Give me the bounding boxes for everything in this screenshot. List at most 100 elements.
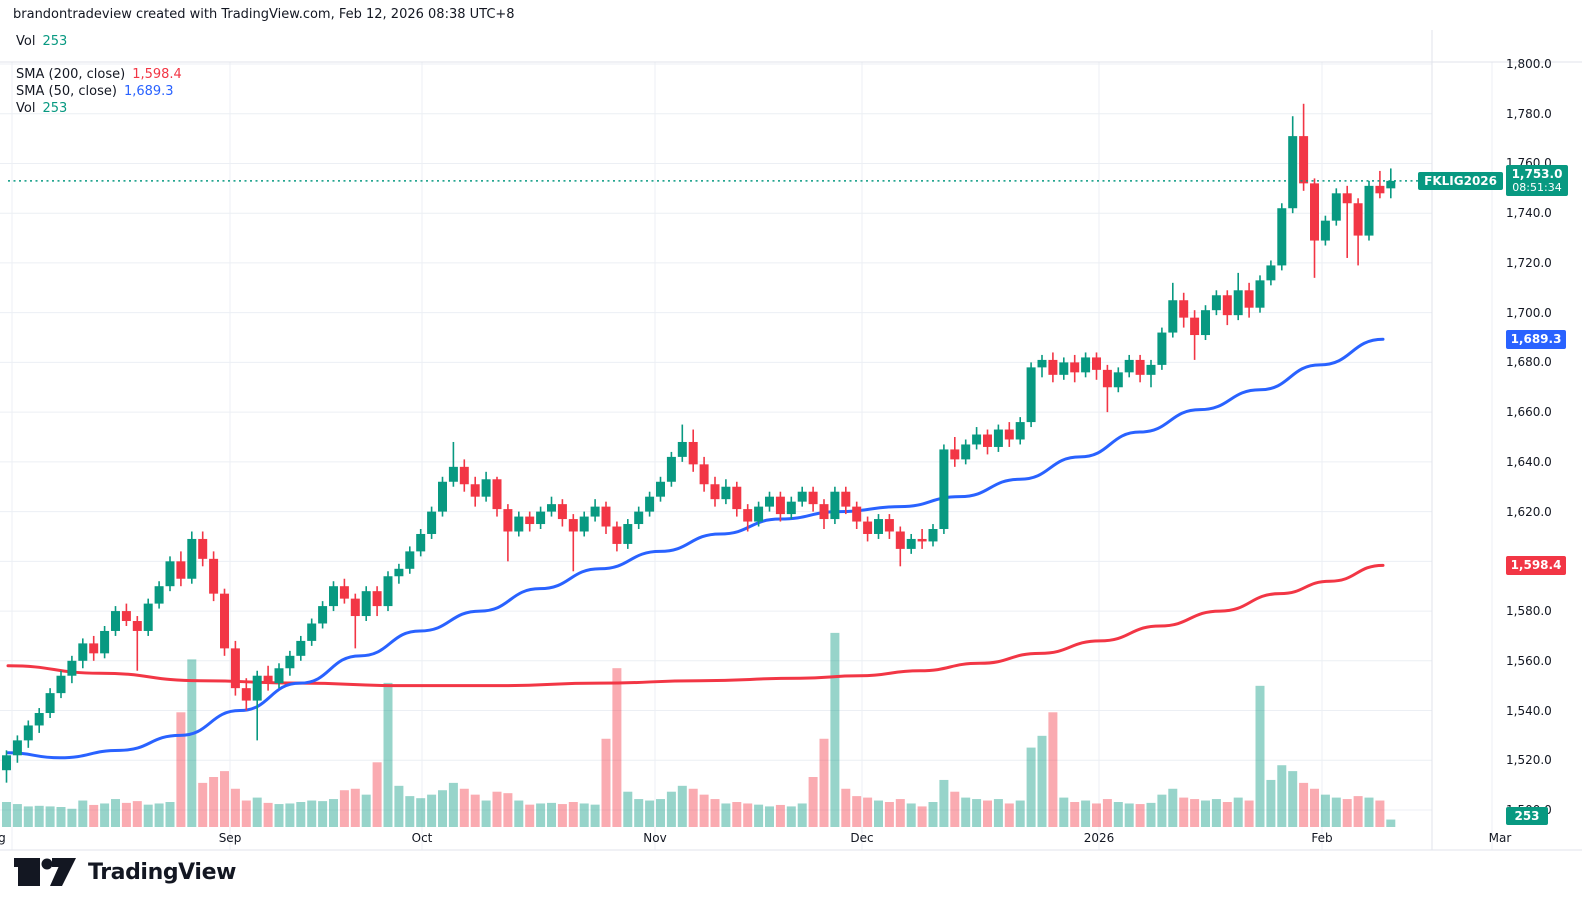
candle-body <box>132 621 142 631</box>
candle-body <box>1048 359 1058 375</box>
tradingview-logo-text: TradingView <box>88 860 237 885</box>
time-axis-label-feb: Feb <box>1311 831 1333 845</box>
candle-body <box>983 434 992 447</box>
candle-body <box>438 481 447 512</box>
legend-row-sma[interactable]: SMA (50, close) 1,689.3 <box>16 83 182 100</box>
volume-bar <box>1201 800 1210 827</box>
candle-body <box>557 504 567 520</box>
candle-body <box>23 725 33 741</box>
candle-body <box>514 516 524 532</box>
legend-value: 253 <box>42 101 68 116</box>
volume-bar <box>688 788 698 827</box>
volume-bar <box>12 804 22 827</box>
candle-body <box>165 561 175 587</box>
volume-bar <box>786 806 796 827</box>
volume-bar <box>1266 779 1276 827</box>
candle-body <box>67 660 77 676</box>
candle-body <box>612 526 622 544</box>
candle-body <box>852 506 862 522</box>
price-axis-label: 1,680.0 <box>1506 355 1552 370</box>
volume-bar <box>623 791 633 827</box>
candle-body <box>459 466 469 485</box>
volume-bar <box>209 777 219 827</box>
candle-body <box>285 655 295 669</box>
volume-bar <box>230 788 240 827</box>
candle-body <box>296 640 306 656</box>
volume-bar <box>1375 800 1385 827</box>
volume-bar <box>677 785 687 827</box>
candle-body <box>634 511 644 525</box>
tradingview-logo[interactable]: TradingView <box>14 858 236 887</box>
volume-bar <box>710 799 720 827</box>
sma50-price-badge: 1,689.3 <box>1506 329 1566 349</box>
volume-bar <box>274 804 284 827</box>
volume-bar <box>165 802 175 827</box>
legend-label: Vol <box>16 101 36 116</box>
candle-body <box>252 675 262 701</box>
candle-body <box>830 491 840 520</box>
candle-body <box>568 519 578 532</box>
candle-body <box>743 509 753 522</box>
candle-body <box>1026 367 1036 423</box>
volume-bar <box>863 797 873 827</box>
volume-bar <box>1244 800 1254 827</box>
candle-body <box>993 429 1003 447</box>
price-axis-label: 1,800.0 <box>1506 57 1552 71</box>
candle-body <box>2 755 11 771</box>
legend-row-vol[interactable]: Vol 253 <box>16 100 182 117</box>
candle-body <box>274 668 284 684</box>
candle-body <box>1146 364 1156 375</box>
volume-bar <box>1124 803 1134 827</box>
volume-bar <box>252 797 262 827</box>
price-axis-label: 1,580.0 <box>1506 604 1552 619</box>
volume-bar <box>841 788 851 827</box>
volume-bar <box>23 806 33 827</box>
volume-bar <box>972 799 982 827</box>
time-axis-label-2026: 2026 <box>1083 831 1115 845</box>
volume-bar <box>917 806 927 827</box>
volume-bar <box>656 799 665 827</box>
candle-body <box>56 675 66 694</box>
volume-bar <box>111 799 120 827</box>
volume-bar <box>1299 782 1309 827</box>
candle-body <box>1179 300 1189 318</box>
price-axis-label: 1,560.0 <box>1506 653 1552 668</box>
candle-body <box>884 519 894 532</box>
legend-row-sma[interactable]: SMA (200, close) 1,598.4 <box>16 66 182 83</box>
volume-bar <box>154 803 164 827</box>
candle-body <box>481 479 491 497</box>
volume-bar <box>939 779 949 827</box>
candle-body <box>601 506 611 527</box>
volume-bar <box>394 785 404 827</box>
volume-pane-legend[interactable]: Vol 253 <box>16 33 67 50</box>
candle-body <box>656 481 665 497</box>
volume-bar <box>1015 800 1025 827</box>
symbol-label-badge[interactable]: FKLIG2026 <box>1418 171 1503 190</box>
candle-body <box>100 630 110 654</box>
candle-body <box>710 484 720 500</box>
volume-bar <box>1092 803 1101 827</box>
last-price-badge[interactable]: 1,753.0 08:51:34 <box>1506 165 1568 197</box>
volume-bar <box>1179 797 1189 827</box>
volume-bar <box>241 800 251 827</box>
candle-body <box>1211 295 1221 311</box>
volume-bar <box>721 803 731 827</box>
countdown-timer: 08:51:34 <box>1512 181 1562 195</box>
volume-bar <box>1037 735 1047 827</box>
candle-body <box>797 491 807 502</box>
volume-bar <box>547 802 556 827</box>
main-pane-legend[interactable]: SMA (200, close) 1,598.4 SMA (50, close) 1,… <box>16 66 182 117</box>
volume-bar <box>993 799 1003 827</box>
volume-bar <box>329 799 338 827</box>
candle-body <box>307 623 317 641</box>
candle-body <box>209 558 219 594</box>
time-axis-label-oct: Oct <box>411 831 433 845</box>
volume-bar <box>1059 797 1069 827</box>
candle-body <box>1277 208 1287 266</box>
candle-body <box>1331 193 1341 221</box>
volume-bar <box>983 800 992 827</box>
volume-bar <box>481 800 491 827</box>
volume-bar <box>754 804 764 827</box>
